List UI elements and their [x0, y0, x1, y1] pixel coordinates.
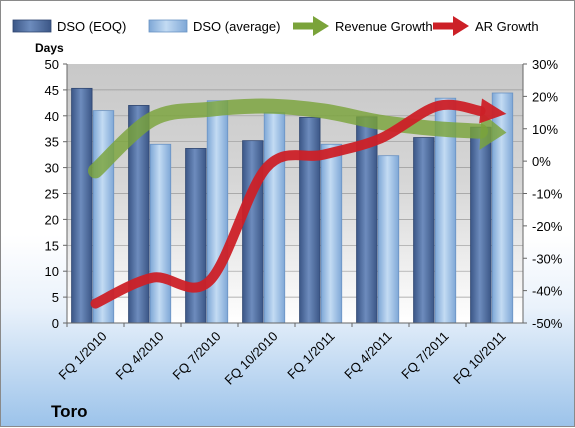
x-tick-label: FQ 10/2010: [221, 329, 280, 388]
x-tick-label: FQ 10/2011: [450, 329, 508, 387]
y-tick-label: 5: [52, 290, 59, 305]
bar-dso-eoq: [299, 116, 321, 324]
y2-tick-label: 20%: [532, 89, 558, 104]
x-tick-label: FQ 1/2011: [284, 329, 337, 382]
y-axis-title: Days: [35, 41, 64, 55]
legend-swatch-dso-eoq: [12, 19, 52, 33]
y2-tick-label: 30%: [532, 57, 558, 72]
bar-dso-average: [320, 143, 343, 324]
bar-dso-eoq: [413, 137, 435, 324]
y-tick-label: 10: [45, 264, 59, 279]
y2-tick-label: 0%: [532, 154, 551, 169]
y2-tick-label: -30%: [532, 251, 563, 266]
y-tick-label: 25: [45, 187, 59, 202]
bar-dso-average: [206, 100, 229, 324]
x-tick-label: FQ 7/2011: [398, 329, 451, 382]
x-tick-label: FQ 4/2011: [341, 329, 394, 382]
x-tick-label: FQ 4/2010: [113, 329, 167, 383]
revenue-growth-line: [88, 98, 489, 179]
y2-tick-label: -20%: [532, 219, 563, 234]
y-tick-label: 40: [45, 109, 59, 124]
y2-tick-label: -10%: [532, 187, 563, 202]
legend-arrowhead-ar-growth: [453, 16, 469, 36]
legend-arrowhead-revenue-growth: [313, 16, 329, 36]
bar-dso-average: [149, 143, 172, 324]
y-tick-label: 45: [45, 83, 59, 98]
x-tick-label: FQ 7/2010: [170, 329, 224, 383]
legend-label-dso-eoq: DSO (EOQ): [57, 19, 126, 34]
y2-tick-label: -40%: [532, 284, 563, 299]
y2-tick-label: 10%: [532, 122, 558, 137]
x-tick-label: FQ 1/2010: [56, 329, 110, 383]
bar-dso-average: [377, 155, 400, 324]
legend-label-revenue-growth: Revenue Growth: [335, 19, 433, 34]
ar-growth-line: [90, 99, 486, 309]
bar-dso-eoq: [71, 87, 93, 324]
bar-dso-eoq: [185, 148, 207, 324]
y-tick-label: 20: [45, 212, 59, 227]
ar-growth-arrowhead: [479, 98, 507, 124]
bar-dso-eoq: [470, 126, 492, 324]
revenue-growth-arrowhead: [479, 112, 507, 150]
y2-tick-label: -50%: [532, 316, 563, 331]
y-tick-label: 0: [52, 316, 59, 331]
y-tick-label: 30: [45, 161, 59, 176]
legend-label-ar-growth: AR Growth: [475, 19, 539, 34]
y-tick-label: 15: [45, 238, 59, 253]
bar-dso-average: [263, 112, 286, 324]
chart-caption: Toro: [51, 402, 88, 421]
y-tick-label: 35: [45, 135, 59, 150]
legend-swatch-dso-average: [148, 19, 188, 33]
y-tick-label: 50: [45, 57, 59, 72]
legend-label-dso-average: DSO (average): [193, 19, 280, 34]
